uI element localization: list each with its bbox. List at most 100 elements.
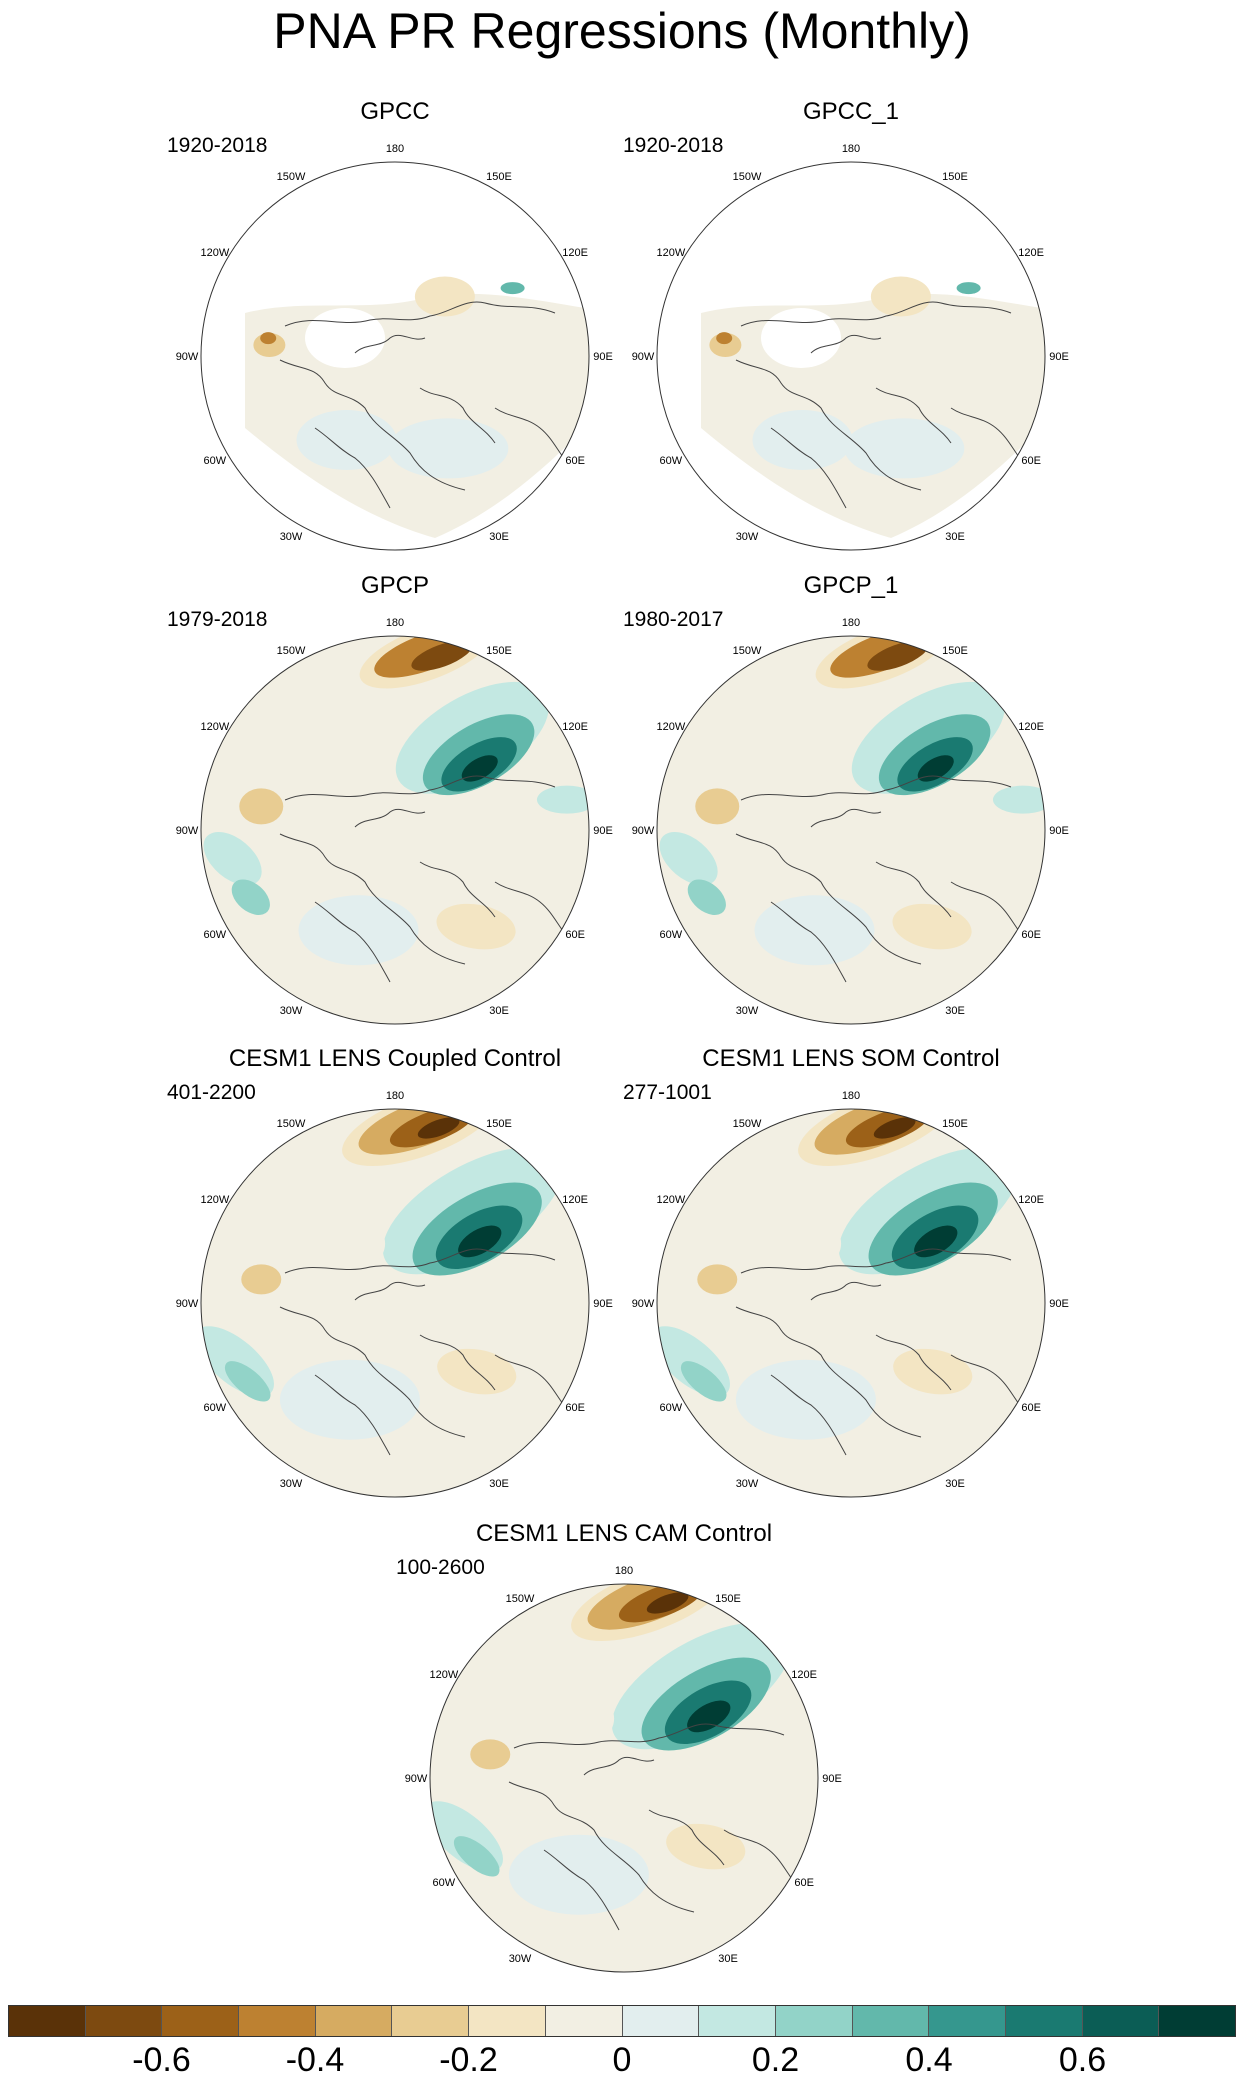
panel-period: 1920-2018	[623, 134, 724, 157]
regression-anomaly	[992, 785, 1045, 814]
regression-anomaly	[735, 1359, 876, 1440]
longitude-label: 150E	[942, 171, 968, 183]
colorbar-tick-label: 0.4	[905, 2041, 953, 2079]
longitude-label: 120W	[200, 247, 229, 259]
polar-map: 180150E120E90E60E30E030W60W90W120W150W	[176, 617, 613, 1025]
panel-period: 1920-2018	[167, 134, 268, 157]
map-boundary	[200, 635, 590, 1025]
coastline	[735, 359, 922, 491]
longitude-label: 90E	[593, 1298, 613, 1310]
longitude-label: 30E	[489, 531, 509, 543]
colorbar-box	[622, 2006, 700, 2036]
longitude-label: 180	[842, 617, 860, 629]
coastline	[314, 1374, 391, 1456]
regression-anomaly	[279, 1359, 420, 1440]
longitude-label: 90W	[405, 1773, 428, 1785]
longitude-label: 120W	[656, 721, 685, 733]
colorbar-box	[9, 2006, 86, 2036]
coastline	[770, 1374, 847, 1456]
longitude-label: 120E	[562, 1194, 588, 1206]
coastline	[354, 1281, 426, 1301]
map-boundary	[656, 1108, 1046, 1498]
colorbar-box	[469, 2006, 546, 2036]
map-boundary	[200, 161, 590, 551]
longitude-label: 150E	[486, 1118, 512, 1130]
regression-anomaly	[716, 332, 733, 345]
panel-gpcp-1: GPCP_1 1980-2017 180150E120E90E60E30E030…	[621, 572, 1081, 1032]
coastline	[279, 1306, 466, 1438]
longitude-label: 60E	[1021, 929, 1041, 941]
longitude-label: 150E	[715, 1593, 741, 1605]
coastline	[279, 833, 466, 965]
coastline	[735, 833, 922, 965]
longitude-label: 180	[842, 143, 860, 155]
map-boundary	[656, 161, 1046, 551]
colorbar-box	[239, 2006, 316, 2036]
coastline	[508, 1781, 695, 1913]
regression-anomaly	[500, 282, 525, 295]
colorbar-tick-label: -0.2	[439, 2041, 498, 2079]
panel-cesm1-cam-control: CESM1 LENS CAM Control 100-2600 180 150E 1…	[394, 1520, 854, 1980]
longitude-label: 30W	[736, 531, 759, 543]
regression-anomaly	[752, 410, 853, 471]
regression-anomaly	[754, 895, 875, 966]
regression-anomaly	[646, 1592, 689, 1614]
regression-anomaly	[203, 831, 262, 886]
longitude-label: 180	[386, 143, 404, 155]
longitude-label: 90E	[1049, 351, 1069, 363]
regression-anomaly	[239, 788, 284, 825]
regression-anomaly	[470, 1739, 511, 1770]
longitude-label: 150W	[277, 645, 306, 657]
panel-period: 1980-2017	[623, 608, 724, 631]
longitude-label: 120W	[656, 247, 685, 259]
panel-title: GPCP_1	[803, 572, 899, 599]
coastline	[284, 1248, 556, 1274]
coastline	[314, 427, 391, 509]
colorbar-box	[315, 2006, 393, 2036]
colorbar-tick-label: -0.4	[285, 2041, 345, 2079]
longitude-label: 60W	[660, 455, 683, 467]
longitude-label: 60W	[660, 929, 683, 941]
colorbar-box	[929, 2006, 1006, 2036]
figure-title: PNA PR Regressions (Monthly)	[273, 3, 971, 59]
panel-period: 100-2600	[396, 1556, 485, 1579]
panel-title: CESM1 LENS CAM Control	[475, 1520, 773, 1547]
regression-anomaly	[844, 418, 965, 479]
regression-anomaly	[956, 282, 981, 295]
colorbar-tick-label: -0.6	[132, 2041, 191, 2079]
coastline	[513, 1723, 785, 1749]
colorbar-box	[545, 2006, 623, 2036]
longitude-label: 150E	[486, 171, 512, 183]
longitude-label: 180	[386, 1090, 404, 1102]
colorbar-tick-label: 0	[612, 2041, 632, 2079]
regression-anomaly	[260, 332, 277, 345]
longitude-label: 60E	[565, 929, 585, 941]
colorbar-box	[1005, 2006, 1083, 2036]
regression-anomaly	[461, 755, 498, 782]
regression-anomaly	[419, 343, 540, 414]
panel-cesm1-som-control: CESM1 LENS SOM Control 277-1001 180 150E 1…	[621, 1045, 1081, 1505]
regression-anomaly	[298, 895, 419, 966]
colorbar-box	[162, 2006, 240, 2036]
regression-anomaly	[534, 1688, 615, 1749]
longitude-label: 60E	[1021, 455, 1041, 467]
regression-anomaly	[414, 276, 475, 317]
longitude-label: 90E	[593, 825, 613, 837]
longitude-label: 90W	[632, 351, 655, 363]
colorbar-boxes	[8, 2005, 1236, 2037]
longitude-label: 120W	[200, 1194, 229, 1206]
longitude-label: 60W	[204, 929, 227, 941]
coastline	[284, 775, 556, 801]
regression-anomaly	[231, 879, 270, 915]
panel-gpcp: GPCP 1979-2018 180150E120E90E60E30E030W6…	[165, 572, 625, 1032]
coastline	[740, 301, 1012, 327]
regression-anomaly	[917, 755, 954, 782]
polar-map: 180150E120E90E60E30E030W60W90W120W150W	[632, 1090, 1069, 1498]
longitude-label: 120E	[1018, 1194, 1044, 1206]
colorbar-tick-label: 0.6	[1058, 2041, 1107, 2079]
longitude-label: 30W	[509, 1953, 532, 1965]
longitude-label: 90E	[1049, 825, 1069, 837]
panel-title: CESM1 LENS SOM Control	[702, 1045, 1000, 1072]
longitude-label: 180	[842, 1090, 860, 1102]
coastline	[419, 387, 496, 444]
